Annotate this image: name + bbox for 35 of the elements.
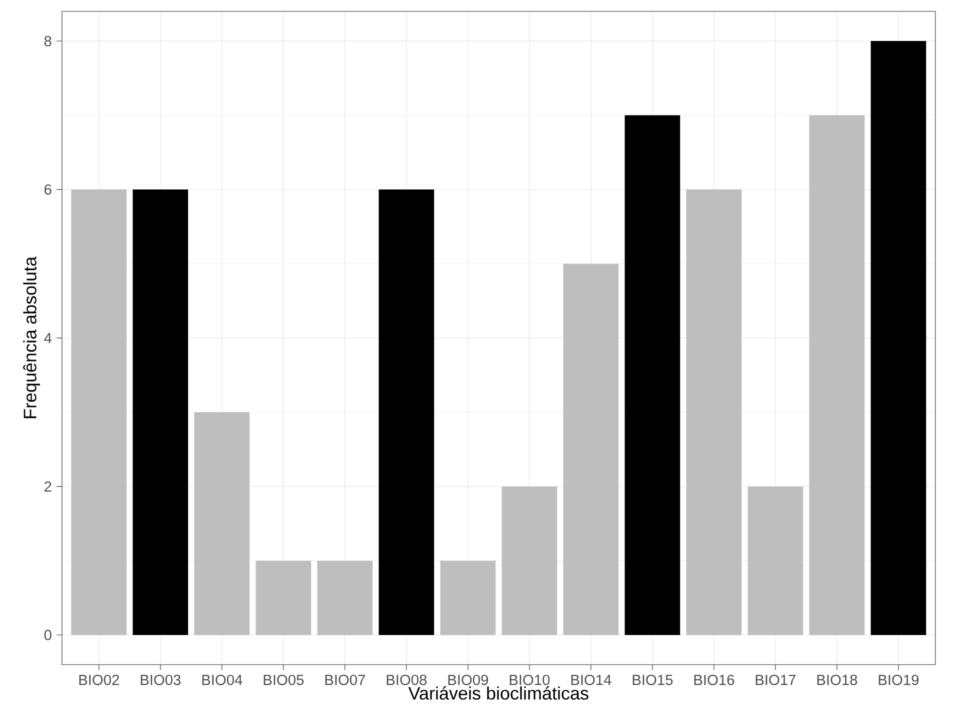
y-tick-label: 8 [44,36,52,46]
bar [317,560,373,635]
bar [378,190,434,635]
y-tick-label: 4 [44,332,52,344]
x-tick-label: BIO10 [510,674,550,686]
bar [624,115,680,635]
bar [194,412,250,635]
x-axis-title: Variáveis bioclimáticas [408,686,588,700]
x-tick-label: BIO04 [202,674,242,686]
y-tick-label: 2 [44,481,52,492]
x-tick-label: BIO05 [264,674,304,686]
x-tick-label: BIO08 [386,674,427,686]
x-tick-label: BIO14 [571,674,612,686]
x-tick-label: BIO19 [878,674,919,686]
y-axis-title: Frequência absoluta [23,256,40,418]
x-tick-label: BIO16 [694,674,734,686]
bar [686,190,742,635]
x-tick-label: BIO02 [79,674,119,686]
bar [256,560,312,635]
bar [809,115,865,635]
bar [563,264,619,635]
bar [870,41,926,635]
y-tick-label: 6 [44,184,52,195]
bar [440,560,496,635]
y-tick-label: 0 [44,630,52,640]
bar [71,190,127,635]
x-tick-label: BIO15 [632,674,673,686]
bar [748,486,804,635]
x-tick-label: BIO09 [448,674,488,686]
bar [132,190,188,635]
bar [502,486,558,635]
x-tick-label: BIO18 [817,674,858,686]
x-tick-label: BIO17 [756,674,796,686]
x-tick-label: BIO03 [140,674,181,686]
x-tick-label: BIO07 [325,674,365,686]
